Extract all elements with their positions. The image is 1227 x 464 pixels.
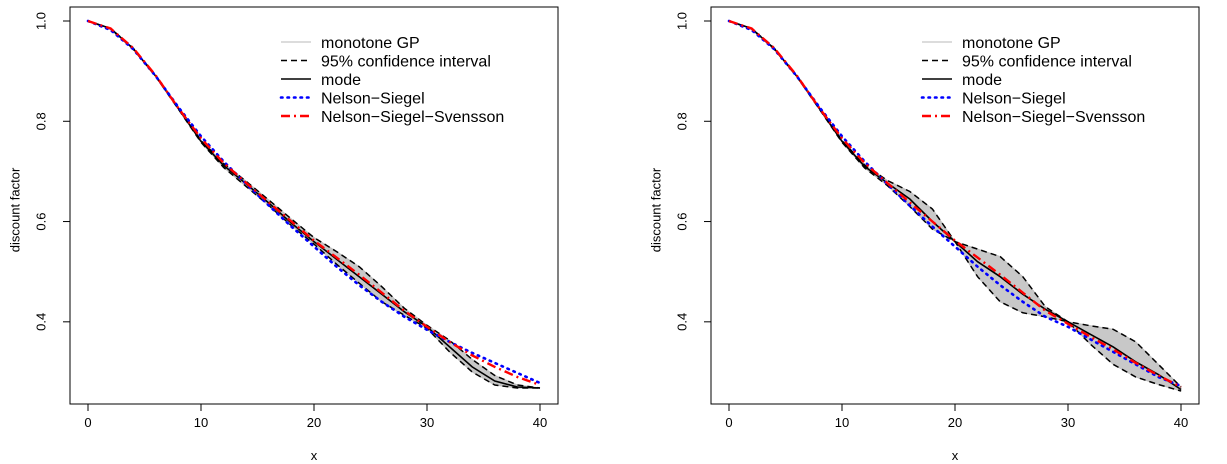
y-axis: 0.4 0.6 0.8 1.0	[33, 12, 71, 331]
y-tick-label: 1.0	[33, 12, 48, 30]
y-tick-label: 0.6	[33, 213, 48, 231]
x-tick-label: 0	[725, 415, 732, 430]
nelson-siegel-svensson-line	[87, 19, 541, 387]
y-axis-label: discount factor	[7, 167, 22, 252]
x-tick-label: 40	[533, 415, 547, 430]
x-tick-label: 20	[307, 415, 321, 430]
x-tick-label: 10	[835, 415, 849, 430]
x-tick-label: 10	[194, 415, 208, 430]
y-tick-label: 0.4	[674, 313, 689, 331]
y-axis-label: discount factor	[648, 167, 663, 252]
legend-label: Nelson−Siegel−Svensson	[321, 109, 504, 126]
y-tick-label: 0.8	[33, 112, 48, 130]
chart-panel-right: 0 10 20 30 40 0.4 0.6 0.8 1.0 x discount factor mon…	[648, 6, 1200, 463]
legend-label: Nelson−Siegel−Svensson	[962, 109, 1145, 126]
y-axis: 0.4 0.6 0.8 1.0	[674, 12, 712, 331]
legend-label: 95% confidence interval	[962, 54, 1132, 71]
legend-label: 95% confidence interval	[321, 54, 491, 71]
nelson-siegel-svensson-line	[728, 19, 1182, 389]
x-tick-label: 40	[1174, 415, 1188, 430]
y-tick-label: 1.0	[674, 12, 689, 30]
legend-label: Nelson−Siegel	[321, 91, 425, 108]
y-tick-label: 0.8	[674, 112, 689, 130]
x-axis-label: x	[311, 448, 318, 463]
x-axis-label: x	[952, 448, 959, 463]
chart-panel-left: 0 10 20 30 40 0.4 0.6 0.8 1.0 x discount factor mon…	[7, 6, 559, 463]
x-tick-label: 0	[84, 415, 91, 430]
legend-label: Nelson−Siegel	[962, 91, 1066, 108]
x-axis: 0 10 20 30 40	[84, 403, 547, 430]
x-tick-label: 30	[420, 415, 434, 430]
legend-label: monotone GP	[962, 35, 1061, 52]
x-axis: 0 10 20 30 40	[725, 403, 1188, 430]
y-tick-label: 0.6	[674, 213, 689, 231]
legend-label: mode	[962, 72, 1002, 89]
x-tick-label: 30	[1061, 415, 1075, 430]
legend-label: mode	[321, 72, 361, 89]
y-tick-label: 0.4	[33, 313, 48, 331]
x-tick-label: 20	[948, 415, 962, 430]
legend-label: monotone GP	[321, 35, 420, 52]
